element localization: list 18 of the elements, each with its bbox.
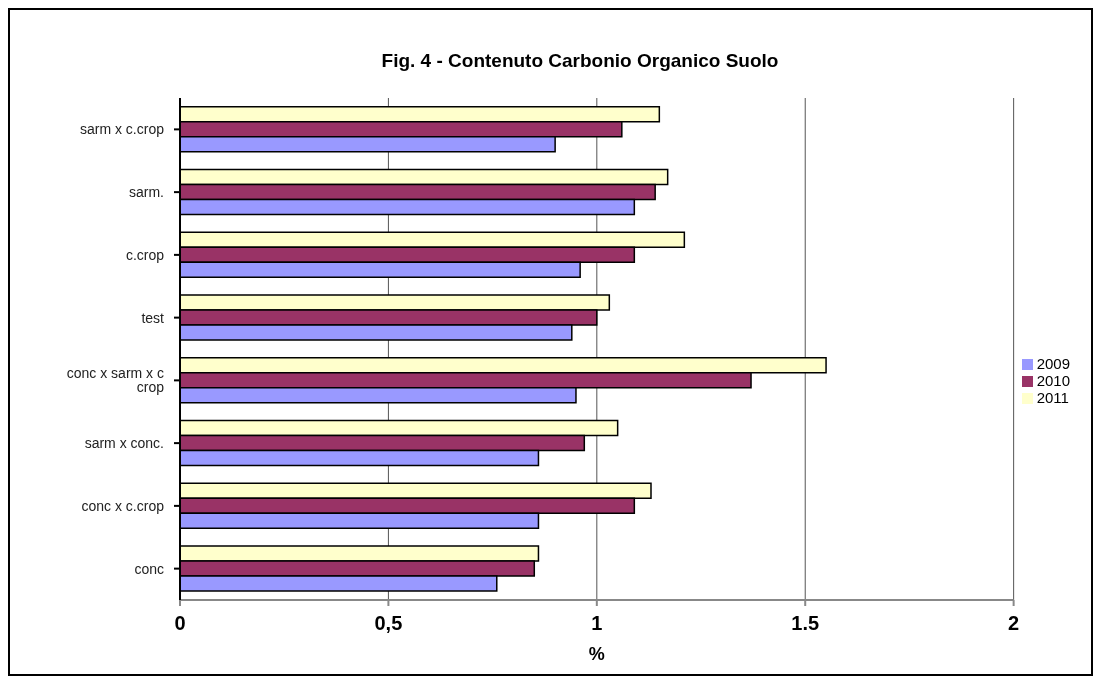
x-tick-label: 0 xyxy=(174,612,186,635)
x-tick-label: 1.5 xyxy=(791,612,820,635)
y-tick-label: sarm x c.crop xyxy=(79,121,165,138)
legend-label: 2009 xyxy=(1036,354,1070,372)
y-tick-label: test xyxy=(141,309,165,326)
x-tick-label: 0,5 xyxy=(374,612,403,635)
chart-title: Fig. 4 - Contenuto Carbonio Organico Suolo xyxy=(380,50,780,72)
y-tick-label: conc x sarm x c crop xyxy=(66,365,165,396)
legend-label: 2011 xyxy=(1036,388,1069,406)
y-tick-label: conc x c.crop xyxy=(81,497,165,514)
y-tick-label: sarm x conc. xyxy=(84,435,164,452)
y-tick-label: c.crop xyxy=(125,246,165,263)
x-tick-label: 2 xyxy=(1008,612,1020,635)
y-tick-label: conc xyxy=(134,560,164,577)
legend-label: 2010 xyxy=(1036,371,1070,389)
x-tick-label: 1 xyxy=(591,612,603,635)
y-tick-label: sarm. xyxy=(129,184,164,201)
x-axis-title: % xyxy=(588,644,605,664)
